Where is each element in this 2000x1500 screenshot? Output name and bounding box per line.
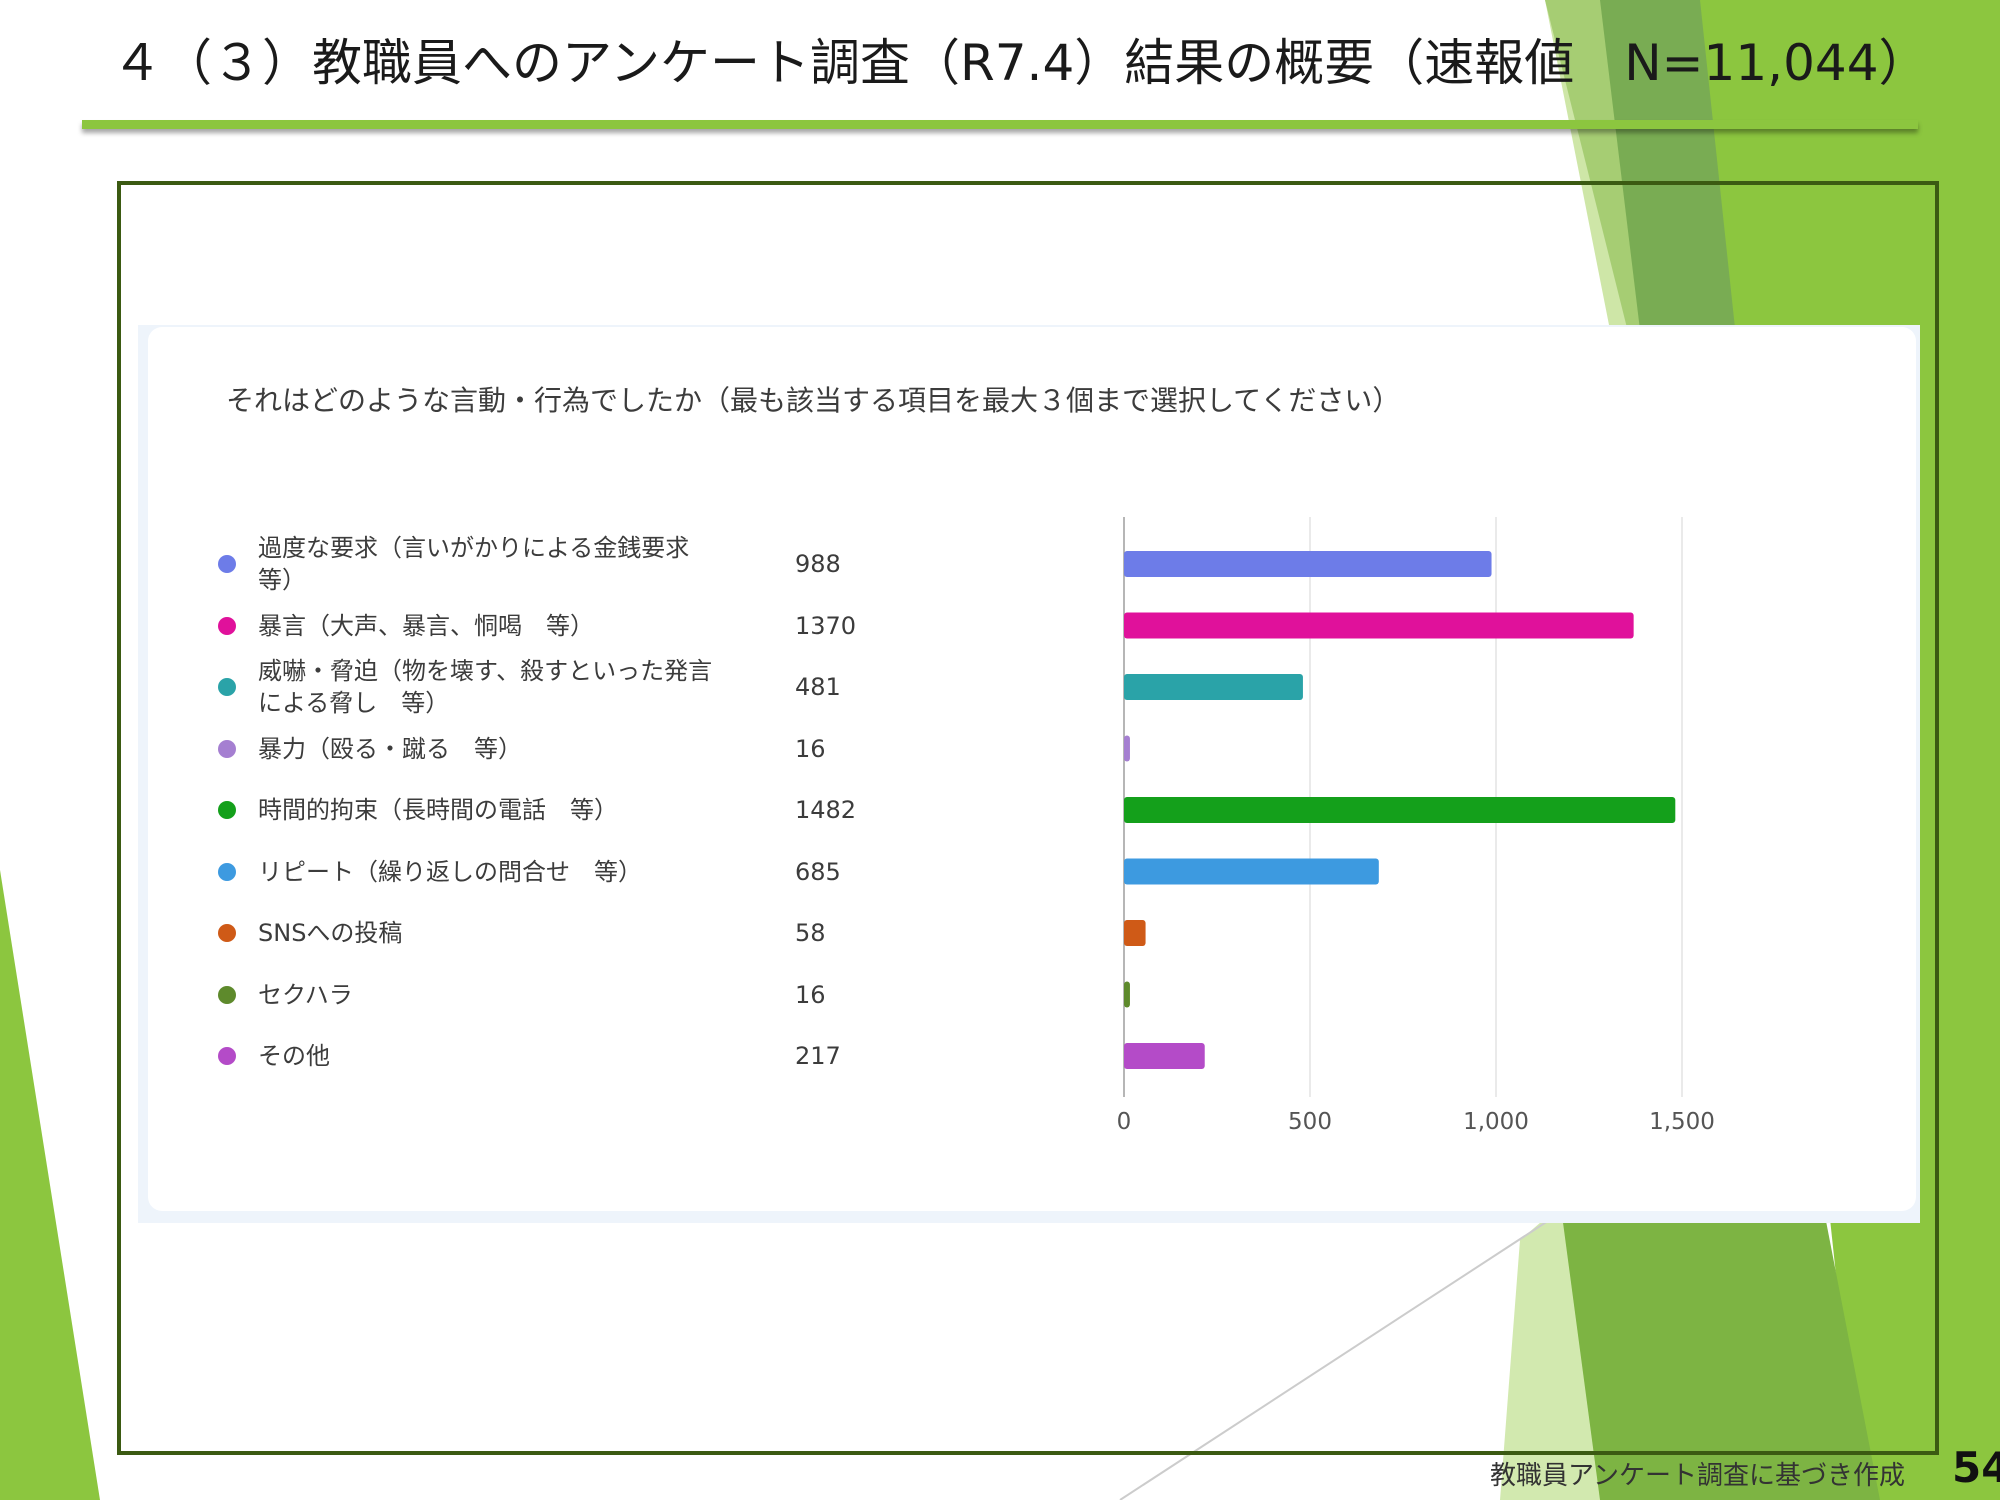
page-number: 54 <box>1952 1443 2000 1492</box>
bar <box>1124 920 1146 946</box>
bar-chart: 0 500 1,000 1,500 <box>1117 517 1715 1135</box>
content-frame <box>117 181 1939 1455</box>
legend-dot-icon <box>218 862 236 881</box>
x-tick-label: 1,500 <box>1649 1109 1715 1135</box>
legend-dot-icon <box>218 616 236 635</box>
legend-dot-icon <box>218 1047 236 1065</box>
legend-item: 威嚇・脅迫（物を壊す、殺すといった発言による脅し 等） <box>218 655 778 719</box>
bar <box>1124 612 1634 639</box>
legend-label: 威嚇・脅迫（物を壊す、殺すといった発言による脅し 等） <box>258 657 713 717</box>
legend-label: SNSへの投稿 <box>258 919 403 947</box>
x-tick-label: 1,000 <box>1463 1109 1529 1135</box>
legend-label: 過度な要求（言いがかりによる金銭要求 等） <box>258 534 714 594</box>
legend-item: 暴力（殴る・蹴る 等） <box>218 717 778 781</box>
legend-dot-icon <box>218 801 236 819</box>
chart-card: それはどのような言動・行為でしたか（最も該当する項目を最大３個まで選択してくださ… <box>148 327 1916 1211</box>
legend-dot-icon <box>218 555 236 573</box>
legend-item: 暴言（大声、暴言、恫喝 等） <box>218 594 778 658</box>
chart-title: それはどのような言動・行為でしたか（最も該当する項目を最大３個まで選択してくださ… <box>226 384 1401 417</box>
legend-item: セクハラ <box>218 963 778 1027</box>
legend-item: リピート（繰り返しの問合せ 等） <box>218 840 778 904</box>
legend-label: リピート（繰り返しの問合せ 等） <box>258 857 642 886</box>
bar <box>1124 551 1492 577</box>
legend-dot-icon <box>218 678 236 696</box>
data-value-label: 988 <box>795 550 841 578</box>
title-underline <box>82 120 1918 129</box>
slide-title: ４（３）教職員へのアンケート調査（R7.4）結果の概要（速報値 N=11,044… <box>112 34 1929 92</box>
x-tick-label: 0 <box>1117 1109 1132 1135</box>
footer-note: 教職員アンケート調査に基づき作成 <box>1490 1461 1905 1491</box>
data-value-label: 1482 <box>795 796 857 824</box>
legend-dot-icon <box>218 739 236 758</box>
legend-item: SNSへの投稿 <box>218 901 778 965</box>
data-value-label: 16 <box>795 980 826 1009</box>
bar <box>1124 1043 1205 1069</box>
bar <box>1124 735 1130 762</box>
bar <box>1124 797 1676 823</box>
survey-chart-panel: それはどのような言動・行為でしたか（最も該当する項目を最大３個まで選択してくださ… <box>138 325 1920 1223</box>
legend-dot-icon <box>218 985 236 1004</box>
legend-item: 過度な要求（言いがかりによる金銭要求 等） <box>218 532 778 596</box>
data-value-label: 58 <box>795 919 826 947</box>
legend-item: その他 <box>218 1024 778 1088</box>
data-value-label: 1370 <box>795 611 857 640</box>
data-value-label: 685 <box>795 857 841 886</box>
bar <box>1124 981 1130 1008</box>
legend-item: 時間的拘束（長時間の電話 等） <box>218 778 778 842</box>
legend-dot-icon <box>218 924 236 942</box>
data-value-label: 217 <box>795 1042 841 1070</box>
bar <box>1124 858 1379 885</box>
legend-label: 時間的拘束（長時間の電話 等） <box>258 796 618 824</box>
data-value-label: 481 <box>795 673 841 701</box>
legend-label: その他 <box>258 1042 330 1070</box>
legend-label: 暴力（殴る・蹴る 等） <box>258 734 522 763</box>
data-value-label: 16 <box>795 734 826 763</box>
legend-label: 暴言（大声、暴言、恫喝 等） <box>258 611 594 640</box>
bar <box>1124 674 1303 700</box>
legend-label: セクハラ <box>258 980 353 1009</box>
x-tick-label: 500 <box>1288 1109 1332 1135</box>
